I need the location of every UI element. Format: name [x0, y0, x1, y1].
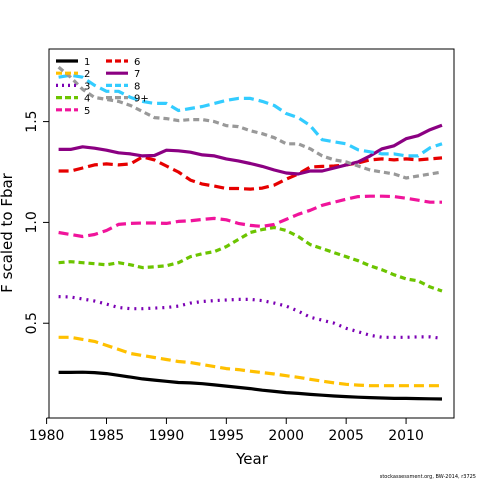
x-axis-title: Year: [235, 450, 269, 468]
x-axis: 1980 1985 1990 1995 2000 2005 2010: [29, 417, 424, 444]
legend-label: 9+: [134, 94, 149, 105]
series-line-6: [58, 155, 443, 191]
x-tick-label: 1990: [149, 428, 185, 444]
series-line-5: [58, 194, 442, 239]
series-line-1: [58, 370, 443, 401]
x-tick-label: 2005: [328, 428, 364, 444]
legend: 123 45 678 9+: [56, 57, 149, 117]
legend-label: 6: [134, 57, 140, 68]
series-line-4: [58, 225, 443, 293]
series-layer: [57, 65, 443, 401]
x-tick-label: 2010: [388, 428, 424, 444]
x-tick-label: 1995: [209, 428, 245, 444]
series-line-8: [58, 73, 443, 158]
legend-label: 2: [84, 69, 90, 80]
y-tick-label: 0.5: [24, 312, 40, 334]
y-axis: 0.5 1.0 1.5: [24, 110, 50, 334]
footnote: stockassessment.org, BW-2014, r3725: [380, 474, 476, 480]
legend-label: 3: [84, 81, 90, 92]
series-line-7: [58, 123, 443, 176]
legend-label: 5: [84, 106, 90, 117]
legend-label: 4: [84, 94, 90, 105]
x-tick-label: 1980: [29, 428, 65, 444]
x-tick-label: 1985: [89, 428, 125, 444]
legend-label: 8: [134, 81, 140, 92]
series-line-2: [58, 335, 442, 388]
y-tick-label: 1.5: [24, 110, 40, 132]
x-tick-label: 2000: [268, 428, 304, 444]
y-axis-title: F scaled to Fbar: [0, 172, 16, 293]
series-line-9plus: [57, 65, 443, 180]
legend-label: 7: [134, 69, 140, 80]
legend-label: 1: [84, 57, 90, 68]
y-tick-label: 1.0: [24, 211, 40, 233]
series-line-3: [58, 295, 443, 340]
